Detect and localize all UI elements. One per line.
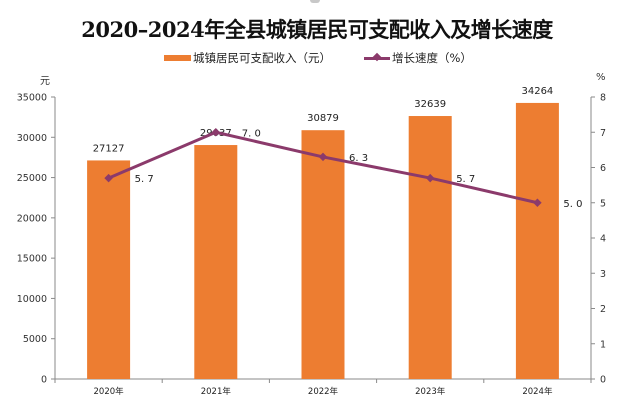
left-tick-label: 30000 [17, 133, 47, 144]
left-tick-label: 15000 [17, 254, 47, 265]
bar-data-label: 32639 [414, 99, 446, 110]
legend-item-income: 城镇居民可支配收入（元） [164, 50, 331, 66]
left-axis-unit: 元 [40, 76, 50, 87]
line-data-label: 7. 0 [242, 128, 261, 139]
legend-item-growth: 增长速度（%） [364, 50, 472, 66]
legend-line-swatch [364, 56, 390, 60]
x-category-label: 2024年 [522, 386, 553, 397]
line-data-label: 5. 7 [456, 174, 475, 185]
x-category-label: 2020年 [94, 386, 125, 397]
right-tick-label: 0 [600, 375, 606, 386]
legend: 城镇居民可支配收入（元） 增长速度（%） [0, 50, 634, 68]
right-tick-label: 1 [600, 339, 606, 350]
left-tick-label: 20000 [17, 213, 47, 224]
chart-title: 2020–2024年全县城镇居民可支配收入及增长速度 [81, 17, 553, 42]
bar-2023年 [408, 116, 452, 379]
bar-2020年 [87, 160, 131, 379]
bar-2021年 [194, 145, 238, 379]
right-tick-label: 8 [600, 93, 606, 104]
x-category-label: 2023年 [415, 386, 446, 397]
right-tick-label: 5 [600, 198, 606, 209]
growth-marker [211, 128, 221, 137]
left-tick-label: 5000 [23, 334, 47, 345]
legend-bar-swatch [164, 55, 191, 61]
x-category-label: 2022年 [308, 386, 339, 397]
legend-label-income: 城镇居民可支配收入（元） [193, 51, 331, 65]
x-category-label: 2021年 [201, 386, 232, 397]
line-data-label: 5. 7 [135, 174, 154, 185]
right-tick-label: 2 [600, 304, 606, 315]
bar-2022年 [301, 130, 345, 379]
left-tick-label: 35000 [17, 93, 47, 104]
left-tick-label: 0 [41, 375, 47, 386]
right-tick-label: 7 [600, 128, 606, 139]
bar-data-label: 34264 [521, 86, 553, 97]
right-tick-label: 3 [600, 269, 606, 280]
left-tick-label: 25000 [17, 173, 47, 184]
growth-marker [318, 152, 328, 162]
bar-2024年 [515, 102, 559, 379]
top-artifact [310, 0, 320, 3]
right-tick-label: 4 [600, 234, 606, 245]
right-tick-label: 6 [600, 163, 606, 174]
line-data-label: 6. 3 [349, 153, 368, 164]
bar-data-label: 30879 [307, 113, 339, 124]
line-data-label: 5. 0 [563, 199, 582, 210]
left-tick-label: 10000 [17, 294, 47, 305]
right-axis-unit: % [596, 72, 606, 83]
growth-marker [425, 173, 435, 183]
legend-label-growth: 增长速度（%） [392, 51, 472, 65]
bar-data-label: 27127 [93, 143, 125, 154]
growth-marker [104, 173, 113, 183]
